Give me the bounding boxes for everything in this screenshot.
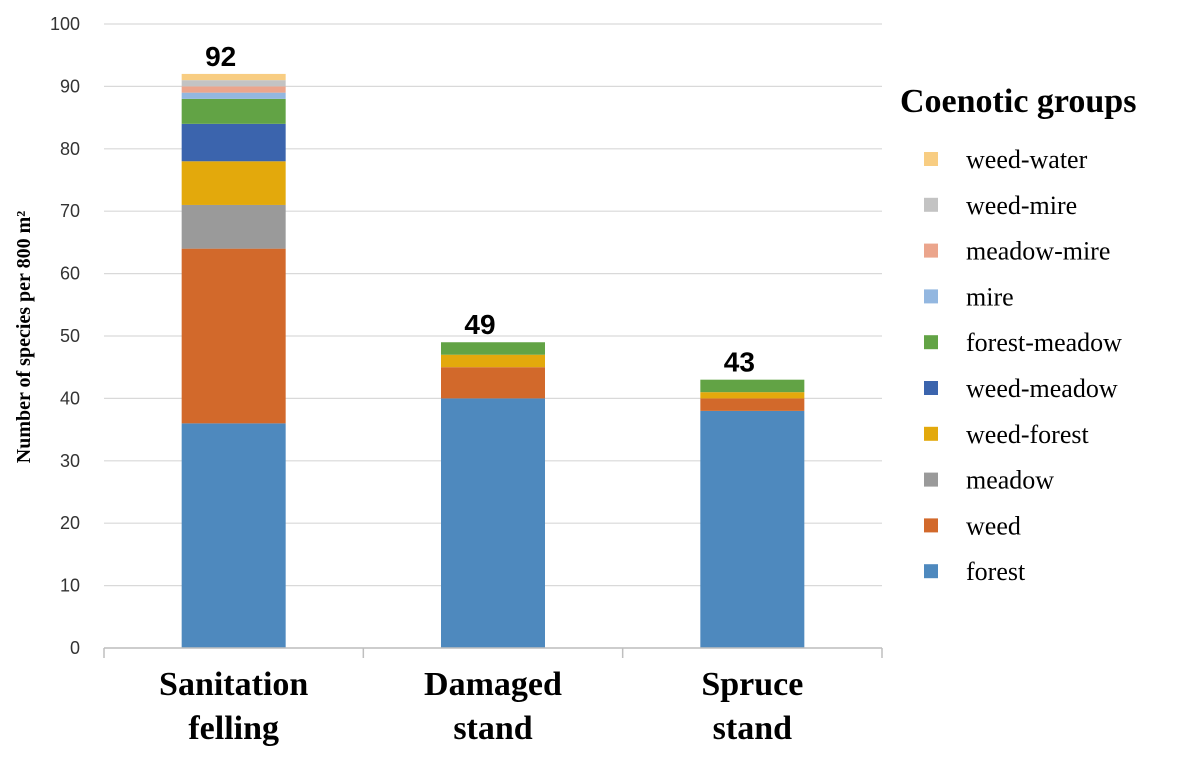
bar-segment-forest (181, 423, 286, 648)
legend-swatch-weed-meadow (924, 381, 938, 395)
bar-segment-weed-mire (181, 80, 286, 87)
x-category-label: felling (188, 710, 279, 747)
bar-total-label: 43 (724, 347, 755, 378)
legend-label: meadow (966, 466, 1054, 495)
y-tick-label: 60 (60, 264, 80, 284)
legend-label: weed (966, 511, 1021, 540)
y-axis-label: Number of species per 800 m² (13, 211, 35, 463)
legend-title: Coenotic groups (900, 83, 1136, 120)
bar-segment-weed-forest (441, 354, 545, 368)
bar-segment-weed-water (181, 73, 286, 81)
bar-segment-weed-forest (181, 161, 286, 205)
y-tick-label: 10 (60, 576, 80, 596)
x-axis (103, 647, 883, 658)
bar-segment-weed-meadow (181, 123, 286, 162)
legend-swatch-weed (924, 518, 938, 533)
bar-segment-forest-meadow (700, 379, 805, 393)
y-tick-label: 50 (60, 326, 80, 346)
legend-swatch-forest-meadow (924, 335, 938, 350)
bar-segment-forest (700, 410, 805, 648)
y-tick-label: 100 (50, 14, 80, 34)
bar-segment-weed (181, 248, 286, 424)
x-axis-categories: Sanitation felling Damaged stand Spruce stand (159, 666, 803, 747)
bar-segment-mire (181, 92, 286, 99)
legend-label: weed-meadow (966, 374, 1118, 403)
y-tick-label: 40 (60, 388, 80, 408)
legend-label: weed-mire (966, 191, 1077, 220)
y-tick-label: 70 (60, 201, 80, 221)
bar-segment-weed (700, 398, 805, 411)
legend-swatch-meadow-mire (924, 243, 938, 258)
legend-swatch-weed-water (924, 152, 938, 166)
bar-segment-weed (441, 367, 545, 399)
legend-label: forest-meadow (966, 328, 1122, 357)
x-category-label: stand (713, 710, 792, 747)
bar-segment-meadow (181, 204, 286, 249)
x-category-label: stand (453, 710, 532, 747)
bar-totals: 92 49 43 (205, 41, 755, 378)
bar-segment-forest-meadow (181, 98, 286, 124)
bar-total-label: 92 (205, 41, 236, 72)
legend-label: meadow-mire (966, 237, 1110, 266)
bars (181, 73, 805, 648)
legend-swatch-meadow (924, 472, 938, 487)
bar-total-label: 49 (464, 309, 495, 340)
x-category-label: Spruce (701, 666, 803, 703)
legend-swatch-forest (924, 564, 938, 579)
x-category-label: Damaged (424, 666, 562, 703)
y-tick-label: 20 (60, 513, 80, 533)
legend-label: weed-water (966, 145, 1088, 174)
x-category-label: Sanitation (159, 666, 308, 703)
bar-segment-forest (441, 398, 545, 648)
legend-swatch-mire (924, 289, 938, 304)
y-axis-ticks: 0 10 20 30 40 50 60 70 80 90 100 (50, 14, 80, 658)
y-tick-label: 90 (60, 76, 80, 96)
legend-swatch-weed-forest (924, 426, 938, 441)
y-tick-label: 80 (60, 139, 80, 159)
legend: weed-water weed-mire meadow-mire mire forest… (924, 145, 1122, 586)
legend-label: weed-forest (966, 420, 1089, 449)
legend-swatch-weed-mire (924, 197, 938, 212)
bar-segment-forest-meadow (441, 342, 545, 355)
bar-segment-meadow-mire (181, 86, 286, 93)
y-tick-label: 0 (70, 638, 80, 658)
legend-label: forest (966, 557, 1026, 586)
legend-label: mire (966, 282, 1014, 311)
bar-segment-weed-forest (700, 392, 805, 399)
y-tick-label: 30 (60, 451, 80, 471)
